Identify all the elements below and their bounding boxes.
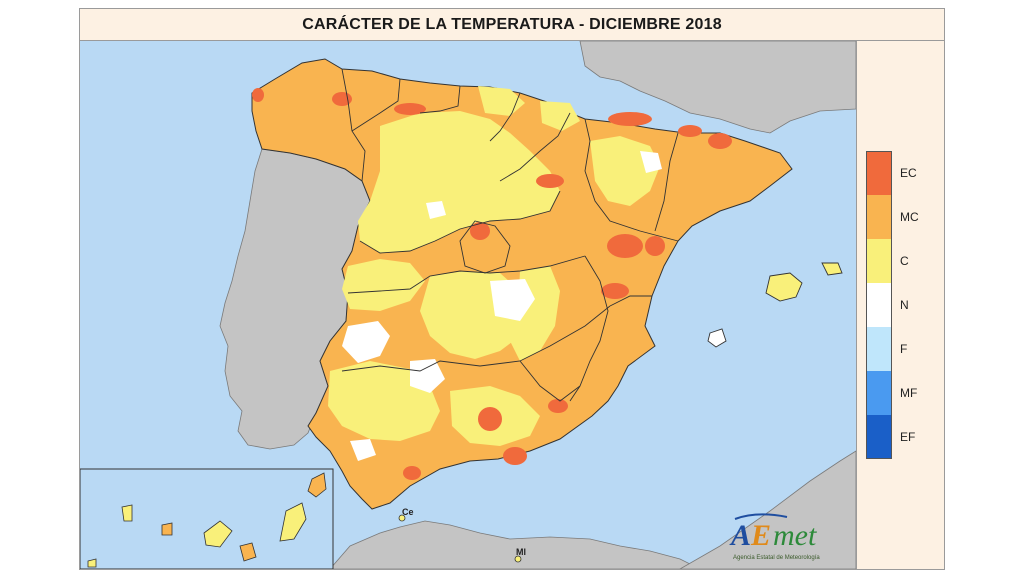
legend-swatch-ec bbox=[866, 151, 892, 195]
legend-label-mc: MC bbox=[900, 210, 919, 224]
svg-text:E: E bbox=[750, 519, 771, 552]
zone-n-huelva bbox=[350, 439, 376, 461]
mallorca bbox=[765, 272, 803, 302]
zone-ec-teruel bbox=[607, 234, 643, 258]
zone-ec-pyrenees bbox=[608, 112, 652, 126]
legend-label-mf: MF bbox=[900, 386, 918, 400]
legend-label-c: C bbox=[900, 254, 909, 268]
zone-ec-catalonia-north bbox=[678, 125, 702, 137]
zone-ec-asturias bbox=[332, 92, 352, 106]
zone-ec-girona bbox=[708, 133, 732, 149]
aemet-logo: A E met Agencia Estatal de Meteorología bbox=[727, 511, 853, 565]
svg-text:met: met bbox=[773, 519, 817, 552]
zone-ec-madrid-north bbox=[470, 222, 490, 240]
ceuta-marker bbox=[398, 514, 406, 522]
zone-n-extremadura bbox=[342, 321, 390, 363]
canary-el-hierro bbox=[87, 558, 97, 568]
legend-item-c: C bbox=[866, 239, 936, 283]
melilla-label: Ml bbox=[516, 547, 526, 557]
title-bar: CARÁCTER DE LA TEMPERATURA - DICIEMBRE 2… bbox=[80, 9, 944, 41]
canary-lanzarote bbox=[307, 472, 327, 498]
ibiza bbox=[707, 328, 727, 348]
legend-item-ef: EF bbox=[866, 415, 936, 459]
canary-tenerife bbox=[203, 520, 233, 548]
legend-swatch-mc bbox=[866, 195, 892, 239]
aemet-logo-subtitle: Agencia Estatal de Meteorología bbox=[733, 555, 820, 561]
legend-item-ec: EC bbox=[866, 151, 936, 195]
melilla-marker bbox=[514, 555, 522, 563]
legend-label-f: F bbox=[900, 342, 908, 356]
france-land bbox=[579, 41, 856, 134]
africa-land bbox=[329, 520, 701, 569]
map-frame: CARÁCTER DE LA TEMPERATURA - DICIEMBRE 2… bbox=[79, 8, 945, 570]
legend-item-mc: MC bbox=[866, 195, 936, 239]
svg-text:A: A bbox=[729, 519, 751, 552]
zone-n-huesca bbox=[640, 151, 662, 173]
legend-swatch-mf bbox=[866, 371, 892, 415]
legend-label-n: N bbox=[900, 298, 909, 312]
aemet-logo-mark: A E met bbox=[729, 513, 817, 552]
temperature-map: Ce Ml bbox=[80, 41, 856, 569]
legend-swatch-ef bbox=[866, 415, 892, 459]
zone-c-cantabria bbox=[478, 86, 525, 116]
canary-la-gomera bbox=[161, 522, 173, 536]
zone-ec-galicia bbox=[252, 88, 264, 102]
zone-c-navarra bbox=[540, 101, 580, 131]
legend-swatch-c bbox=[866, 239, 892, 283]
canary-la-palma bbox=[121, 504, 133, 522]
legend-label-ec: EC bbox=[900, 166, 917, 180]
zone-ec-cantabrian-coast bbox=[394, 103, 426, 115]
zone-c-extremadura-north bbox=[342, 259, 425, 311]
zone-n-sierra-morena bbox=[410, 359, 445, 393]
legend-item-mf: MF bbox=[866, 371, 936, 415]
canary-gran-canaria bbox=[239, 542, 257, 562]
map-title: CARÁCTER DE LA TEMPERATURA - DICIEMBRE 2… bbox=[302, 15, 722, 33]
zone-ec-castellon bbox=[645, 236, 665, 256]
legend-label-ef: EF bbox=[900, 430, 916, 444]
zone-ec-murcia bbox=[548, 399, 568, 413]
map-area: Ce Ml bbox=[80, 41, 857, 569]
zone-ec-valencia bbox=[601, 283, 629, 299]
menorca bbox=[821, 262, 843, 276]
zone-c-castilla-leon bbox=[358, 111, 560, 253]
legend-item-n: N bbox=[866, 283, 936, 327]
zone-n-la-mancha bbox=[490, 279, 535, 321]
canary-fuerteventura bbox=[279, 502, 307, 542]
ceuta-label: Ce bbox=[402, 507, 414, 517]
zone-ec-jaen bbox=[478, 407, 502, 431]
legend-item-f: F bbox=[866, 327, 936, 371]
legend-swatch-n bbox=[866, 283, 892, 327]
legend-swatch-f bbox=[866, 327, 892, 371]
zone-ec-cadiz bbox=[403, 466, 421, 480]
zone-ec-rioja bbox=[536, 174, 564, 188]
zone-n-soria bbox=[426, 201, 446, 219]
legend-panel: EC MC C N F MF EF bbox=[857, 41, 944, 569]
region-borders bbox=[341, 68, 679, 402]
zone-ec-granada bbox=[503, 447, 527, 465]
algeria-land bbox=[679, 450, 856, 569]
